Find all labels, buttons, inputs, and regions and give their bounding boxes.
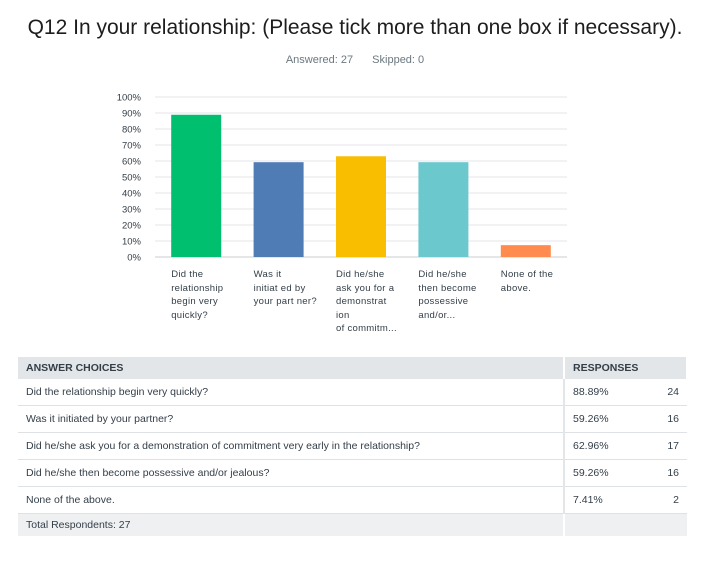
y-tick-label: 30% — [122, 205, 142, 216]
y-tick-label: 90% — [122, 109, 142, 120]
y-tick-label: 20% — [122, 221, 142, 232]
y-tick-label: 0% — [127, 253, 141, 264]
y-tick-label: 40% — [122, 189, 142, 200]
x-tick-label-line: quickly? — [171, 309, 208, 321]
table-row: Did he/she then become possessive and/or… — [18, 459, 687, 487]
bar — [500, 245, 551, 257]
bar — [171, 114, 222, 257]
answer-choice: Was it initiated by your partner? — [18, 405, 565, 433]
x-tick-label: Did he/she ask you for a demonstrat ion of … — [336, 268, 400, 336]
response-percent: 59.26% — [564, 459, 651, 487]
x-tick-label-line: ask you for a — [336, 282, 395, 294]
answers-table: ANSWER CHOICES RESPONSES Did the relatio… — [18, 357, 688, 536]
y-tick-label: 60% — [122, 157, 142, 168]
response-percent: 62.96% — [564, 432, 651, 460]
x-tick-label-line: your part ner? — [253, 296, 317, 307]
bar-chart: 0% 10% 20% 30% 40% 50% 60% 70% 80% 90% 100% — [117, 93, 567, 264]
response-count: 16 — [651, 459, 687, 487]
x-tick-label: Did the relationship begin very quickly? — [171, 268, 235, 322]
total-row: Total Respondents: 27 — [18, 513, 687, 536]
header-answer-choices: ANSWER CHOICES — [18, 357, 565, 379]
bar — [418, 162, 469, 257]
response-count: 17 — [651, 432, 687, 460]
response-percent: 88.89% — [564, 379, 651, 406]
y-tick-label: 70% — [122, 141, 142, 152]
x-tick-label-line: above. — [500, 282, 532, 294]
x-tick-label-line: Was it — [253, 269, 282, 280]
y-tick-label: 10% — [122, 237, 142, 248]
x-tick-label-line: and/or... — [418, 309, 456, 321]
response-count: 16 — [651, 405, 687, 433]
x-tick-label: None of the above. — [501, 268, 565, 295]
skipped-count: Skipped: 0 — [372, 54, 425, 66]
table-row: Did he/she ask you for a demonstration o… — [18, 432, 687, 460]
answered-count: Answered: 27 — [285, 54, 354, 66]
x-tick-label-line: Did he/she — [336, 269, 385, 280]
answer-choice: None of the above. — [18, 486, 565, 514]
y-tick-label: 50% — [122, 173, 142, 184]
x-tick-label-line: begin very — [171, 296, 219, 307]
answer-choice: Did the relationship begin very quickly? — [18, 379, 565, 406]
answer-choice: Did he/she ask you for a demonstration o… — [18, 432, 565, 460]
x-tick-label-line: relationship — [171, 282, 224, 294]
y-tick-label: 80% — [122, 125, 142, 136]
response-count: 2 — [651, 486, 687, 514]
header-responses: RESPONSES — [564, 357, 688, 379]
question-title: Q12 In your relationship: (Please tick m… — [27, 16, 683, 39]
x-tick-label-line: None of the — [500, 269, 554, 280]
x-tick-label-line: possessive — [418, 296, 469, 307]
response-summary: Answered: 27 Skipped: 0 — [0, 54, 710, 66]
answer-choice: Did he/she then become possessive and/or… — [18, 459, 565, 487]
y-tick-label: 100% — [117, 93, 142, 104]
x-tick-label-line: Did the — [171, 269, 204, 280]
table-row: None of the above. 7.41% 2 — [18, 486, 687, 514]
x-tick-label-line: of commitm... — [336, 323, 397, 334]
response-percent: 7.41% — [564, 486, 651, 514]
bar — [336, 156, 386, 257]
x-tick-label-line: then become — [418, 282, 477, 294]
table-row: Did the relationship begin very quickly?… — [18, 379, 687, 406]
x-tick-label: Was it initiat ed by your part ner? — [254, 268, 318, 309]
total-blank-cell — [563, 513, 687, 536]
x-tick-label: Did he/she then become possessive and/or... — [418, 268, 482, 322]
table-row: Was it initiated by your partner? 59.26%… — [18, 405, 687, 433]
x-tick-label-line: initiat ed by — [253, 282, 306, 294]
table-header-row: ANSWER CHOICES RESPONSES — [18, 357, 688, 379]
bar — [253, 162, 304, 257]
response-count: 24 — [651, 379, 687, 406]
total-respondents: Total Respondents: 27 — [18, 513, 564, 536]
x-tick-label-line: demonstrat ion — [336, 296, 387, 321]
x-tick-label-line: Did he/she — [418, 269, 467, 280]
response-percent: 59.26% — [564, 405, 651, 433]
